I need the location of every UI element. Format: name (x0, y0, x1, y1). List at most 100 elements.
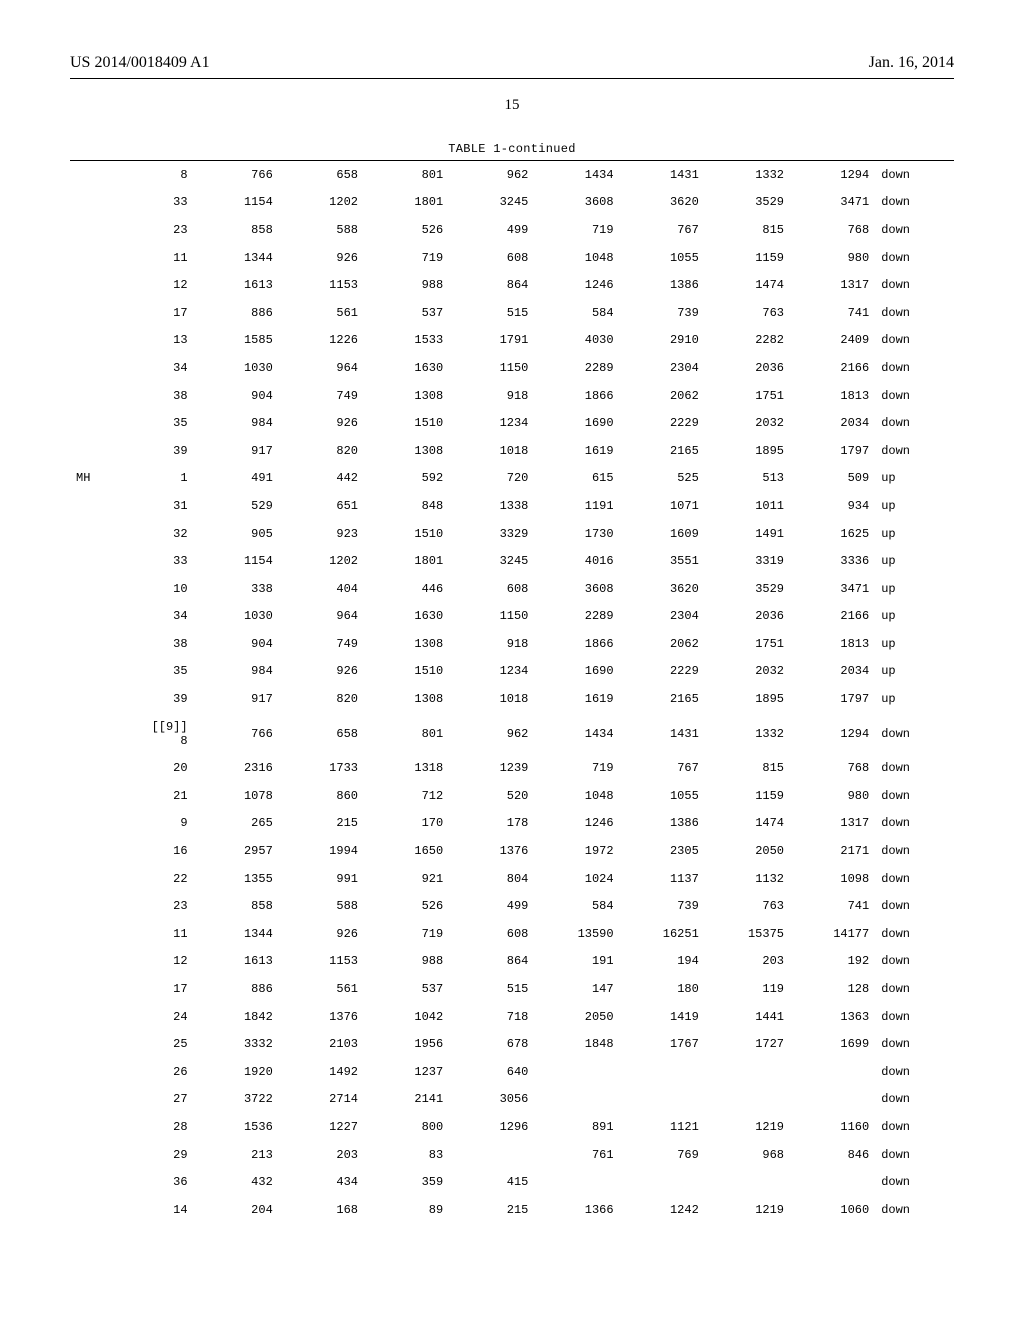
table-cell (618, 1168, 703, 1196)
table-cell: 1030 (192, 354, 277, 382)
table-cell: 203 (703, 948, 788, 976)
table-cell: 38 (128, 630, 192, 658)
table-cell: 904 (192, 382, 277, 410)
table-cell: MH (70, 465, 128, 493)
table-cell: 529 (192, 492, 277, 520)
table-cell: 1160 (788, 1113, 873, 1141)
table-cell: 1419 (618, 1003, 703, 1031)
table-row: 36432434359415down (70, 1168, 954, 1196)
table-cell (70, 216, 128, 244)
table-cell: 1386 (618, 810, 703, 838)
table-cell: 918 (447, 382, 532, 410)
table-cell (70, 685, 128, 713)
table-cell (70, 1086, 128, 1114)
table-cell: 2166 (788, 354, 873, 382)
table-cell (70, 630, 128, 658)
table-cell (70, 520, 128, 548)
table-cell (70, 1003, 128, 1031)
table-cell: down (873, 299, 954, 327)
table-cell: 1797 (788, 685, 873, 713)
table-cell: 1751 (703, 382, 788, 410)
table-cell: 917 (192, 437, 277, 465)
table-cell: 1294 (788, 161, 873, 189)
table-cell: 83 (362, 1141, 447, 1169)
table-cell: 801 (362, 713, 447, 755)
table-cell: 194 (618, 948, 703, 976)
table-cell (70, 920, 128, 948)
table-cell: 801 (362, 161, 447, 189)
table-cell: 1048 (532, 244, 617, 272)
table-cell: 1055 (618, 782, 703, 810)
table-cell (70, 575, 128, 603)
table-cell: 864 (447, 948, 532, 976)
table-cell: 1159 (703, 782, 788, 810)
table-row: 103384044466083608362035293471up (70, 575, 954, 603)
table-cell: 168 (277, 1196, 362, 1224)
table-cell: 33 (128, 189, 192, 217)
table-cell: 1153 (277, 271, 362, 299)
table-cell: down (873, 782, 954, 810)
table-cell: down (873, 1086, 954, 1114)
table-cell: 16251 (618, 920, 703, 948)
table-cell: 1132 (703, 865, 788, 893)
table-cell: 1332 (703, 161, 788, 189)
table-cell: 1154 (192, 547, 277, 575)
table-cell: 2165 (618, 437, 703, 465)
table-cell (788, 1058, 873, 1086)
table-cell (703, 1058, 788, 1086)
table-cell: down (873, 244, 954, 272)
table-cell (70, 299, 128, 327)
table-cell (70, 244, 128, 272)
table-cell: 1690 (532, 409, 617, 437)
table-cell: 1613 (192, 271, 277, 299)
table-cell: up (873, 658, 954, 686)
table-cell: 2304 (618, 354, 703, 382)
table-cell: 800 (362, 1113, 447, 1141)
table-cell: 4016 (532, 547, 617, 575)
table-row: 17886561537515147180119128down (70, 975, 954, 1003)
table-title: TABLE 1-continued (70, 142, 954, 156)
table-cell (70, 948, 128, 976)
table-cell: 988 (362, 948, 447, 976)
table-cell: 1613 (192, 948, 277, 976)
table-cell: 34 (128, 603, 192, 631)
table-cell: 917 (192, 685, 277, 713)
table-cell: 1801 (362, 547, 447, 575)
table-cell (70, 271, 128, 299)
table-cell: 2289 (532, 603, 617, 631)
table-cell: 12 (128, 271, 192, 299)
table-cell (447, 1141, 532, 1169)
table-cell: 1150 (447, 603, 532, 631)
table-cell: 3529 (703, 189, 788, 217)
table-cell: 1699 (788, 1030, 873, 1058)
table-row: 1216131153988864191194203192down (70, 948, 954, 976)
table-cell: 2036 (703, 354, 788, 382)
table-cell: 2304 (618, 603, 703, 631)
table-cell: 926 (277, 920, 362, 948)
table-cell (70, 327, 128, 355)
table-row: 2213559919218041024113711321098down (70, 865, 954, 893)
table-cell: 491 (192, 465, 277, 493)
table-cell: 29 (128, 1141, 192, 1169)
table-cell (532, 1058, 617, 1086)
table-cell: 515 (447, 975, 532, 1003)
table-cell: 1801 (362, 189, 447, 217)
table-cell: 741 (788, 892, 873, 920)
table-cell: 3551 (618, 547, 703, 575)
table-cell: 588 (277, 892, 362, 920)
table-cell: 3608 (532, 189, 617, 217)
table-cell: 1071 (618, 492, 703, 520)
table-cell: 2409 (788, 327, 873, 355)
table-cell: 13590 (532, 920, 617, 948)
table-cell: 3620 (618, 189, 703, 217)
table-cell: 24 (128, 1003, 192, 1031)
table-cell: 1294 (788, 713, 873, 755)
table-cell: 203 (277, 1141, 362, 1169)
table-cell: down (873, 216, 954, 244)
table-cell: 2062 (618, 382, 703, 410)
table-cell: 719 (362, 244, 447, 272)
table-cell: down (873, 189, 954, 217)
table-cell: 1098 (788, 865, 873, 893)
table-cell: 1246 (532, 810, 617, 838)
table-cell (70, 603, 128, 631)
